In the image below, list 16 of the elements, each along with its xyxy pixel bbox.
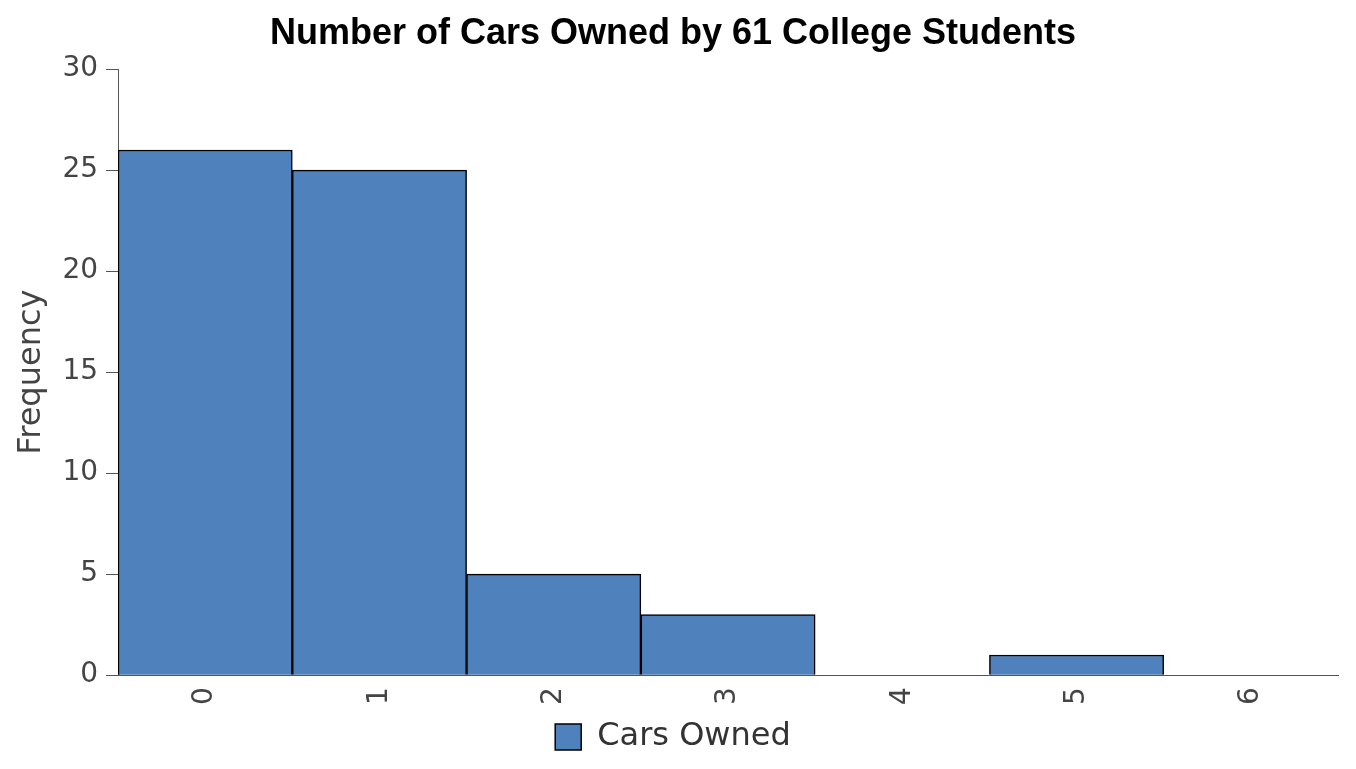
x-tick-label: 6 [1232,687,1266,706]
x-tick-label: 2 [535,687,569,706]
y-axis-title: Frequency [9,289,48,455]
y-tick-label: 15 [62,353,99,387]
y-tick-label: 10 [62,454,99,488]
y-tick-label: 20 [62,252,99,286]
x-tick-label: 4 [883,687,917,706]
x-tick-label: 0 [186,687,220,706]
x-tick-label: 5 [1057,687,1091,706]
x-tick-label: 1 [360,687,394,706]
x-tick-label: 3 [709,687,743,706]
legend-label: Cars Owned [597,715,791,754]
y-tick-label: 25 [62,151,99,185]
y-tick-label: 30 [62,50,99,84]
chart-title: Number of Cars Owned by 61 College Students [269,10,1077,52]
y-tick-label: 5 [80,555,99,589]
